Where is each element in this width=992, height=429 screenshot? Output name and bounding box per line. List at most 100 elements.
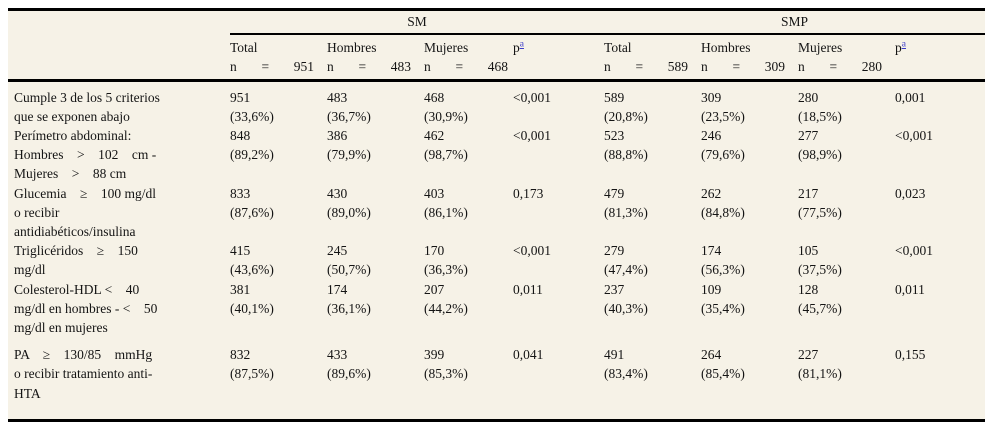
p-label: p	[895, 40, 902, 56]
col-header-sm-hombres: Hombres	[327, 40, 377, 56]
n-row-spacer	[8, 57, 230, 82]
group-header-row: SM SMP	[8, 9, 986, 36]
p-value-smp: 0,155	[895, 347, 926, 363]
count-value: 523	[604, 128, 625, 144]
col-header-smp-hombres: Hombres	[701, 40, 751, 56]
percent-value: (37,5%)	[798, 262, 842, 278]
percent-value: (18,5%)	[798, 108, 842, 124]
value-cell-sm-total: 848 (89,2%)	[230, 126, 327, 184]
percent-value: (89,2%)	[230, 147, 274, 163]
row-label: Glucemia ≥ 100 mg/dl o recibir antidiabé…	[14, 185, 157, 240]
count-value: 217	[798, 185, 819, 201]
p-value-sm: <0,001	[513, 243, 551, 259]
count-value: 245	[327, 243, 348, 259]
value-cell-sm-hombres: 430 (89,0%)	[327, 184, 424, 242]
row-label: PA ≥ 130/85 mmHg o recibir tratamiento a…	[14, 347, 153, 401]
value-cell-smp-mujeres: 227 (81,1%)	[798, 337, 895, 420]
n-letter: n	[230, 59, 237, 75]
percent-value: (81,3%)	[604, 204, 648, 220]
table-row: Triglicéridos ≥ 150 mg/dl 415 (43,6%) 245…	[8, 241, 985, 279]
value-cell-sm-hombres: 386 (79,9%)	[327, 126, 424, 184]
sample-size-row: n = 951 n = 483 n = 468 n = 589 n = 309 n = 280	[8, 57, 986, 82]
count-value: 430	[327, 185, 348, 201]
percent-value: (89,0%)	[327, 204, 371, 220]
n-count-spacer	[895, 57, 986, 82]
value-cell-sm-hombres: 174 (36,1%)	[327, 280, 424, 338]
label-column-header	[8, 34, 230, 57]
value-cell-sm-total: 381 (40,1%)	[230, 280, 327, 338]
value-cell-smp-hombres: 264 (85,4%)	[701, 337, 798, 420]
count-value: 262	[701, 185, 722, 201]
n-letter: n	[424, 59, 431, 75]
value-cell-sm-mujeres: 207 (44,2%)	[424, 280, 513, 338]
count-value: 403	[424, 185, 445, 201]
percent-value: (35,4%)	[701, 300, 745, 316]
value-cell-smp-total: 491 (83,4%)	[604, 337, 701, 420]
percent-value: (45,7%)	[798, 300, 842, 316]
paper-table: SM SMP Total Hombres Mujeres pa Total Ho…	[8, 8, 986, 422]
count-value: 309	[701, 89, 722, 105]
value-cell-sm-mujeres: 403 (86,1%)	[424, 184, 513, 242]
table-row: Glucemia ≥ 100 mg/dl o recibir antidiabé…	[8, 184, 985, 242]
percent-value: (20,8%)	[604, 108, 648, 124]
n-count-sm-total: n = 951	[230, 57, 327, 82]
p-value-smp: 0,011	[895, 281, 925, 297]
count-value: 170	[424, 243, 445, 259]
count-value: 227	[798, 347, 819, 363]
value-cell-smp-total: 479 (81,3%)	[604, 184, 701, 242]
column-group-sm: SM	[230, 9, 605, 36]
value-cell-smp-mujeres: 277 (98,9%)	[798, 126, 895, 184]
row-label: Colesterol-HDL < 40 mg/dl en hombres - <…	[14, 281, 158, 336]
count-value: 174	[327, 281, 348, 297]
row-label: Cumple 3 de los 5 criterios que se expon…	[14, 89, 160, 124]
equals-sign: =	[829, 59, 838, 75]
value-cell-smp-total: 279 (47,4%)	[604, 241, 701, 279]
col-header-sm-p: pa	[513, 34, 604, 57]
value-cell-smp-total: 523 (88,8%)	[604, 126, 701, 184]
count-value: 237	[604, 281, 625, 297]
footnote-a-link[interactable]: a	[519, 39, 524, 50]
value-cell-sm-mujeres: 399 (85,3%)	[424, 337, 513, 420]
count-value: 174	[701, 243, 722, 259]
percent-value: (87,5%)	[230, 366, 274, 382]
footnote-a-link[interactable]: a	[901, 39, 906, 50]
col-header-smp-mujeres: Mujeres	[798, 40, 843, 56]
percent-value: (98,7%)	[424, 147, 468, 163]
count-value: 381	[230, 281, 251, 297]
count-value: 415	[230, 243, 251, 259]
percent-value: (47,4%)	[604, 262, 648, 278]
n-count-smp-hombres: n = 309	[701, 57, 799, 82]
column-group-smp: SMP	[604, 9, 986, 36]
percent-value: (79,6%)	[701, 147, 745, 163]
equals-sign: =	[261, 59, 270, 75]
value-cell-sm-mujeres: 468 (30,9%)	[424, 80, 513, 126]
percent-value: (36,7%)	[327, 108, 371, 124]
value-cell-smp-hombres: 174 (56,3%)	[701, 241, 798, 279]
equals-sign: =	[635, 59, 644, 75]
row-label: Triglicéridos ≥ 150 mg/dl	[14, 243, 138, 278]
n-count-smp-mujeres: n = 280	[798, 57, 896, 82]
n-value: 483	[390, 59, 411, 75]
percent-value: (56,3%)	[701, 262, 745, 278]
value-cell-smp-hombres: 309 (23,5%)	[701, 80, 798, 126]
value-cell-smp-mujeres: 128 (45,7%)	[798, 280, 895, 338]
percent-value: (85,3%)	[424, 366, 468, 382]
percent-value: (83,4%)	[604, 366, 648, 382]
count-value: 479	[604, 185, 625, 201]
p-value-smp: 0,023	[895, 185, 926, 201]
percent-value: (88,8%)	[604, 147, 648, 163]
count-value: 280	[798, 89, 819, 105]
value-cell-smp-mujeres: 280 (18,5%)	[798, 80, 895, 126]
p-label: p	[513, 40, 520, 56]
equals-sign: =	[358, 59, 367, 75]
n-letter: n	[604, 59, 611, 75]
percent-value: (77,5%)	[798, 204, 842, 220]
n-value: 309	[764, 59, 786, 75]
count-value: 833	[230, 185, 251, 201]
percent-value: (98,9%)	[798, 147, 842, 163]
p-value-sm: 0,041	[513, 347, 544, 363]
percent-value: (30,9%)	[424, 108, 468, 124]
table-row: PA ≥ 130/85 mmHg o recibir tratamiento a…	[8, 337, 985, 420]
value-cell-smp-hombres: 246 (79,6%)	[701, 126, 798, 184]
value-cell-sm-hombres: 483 (36,7%)	[327, 80, 424, 126]
